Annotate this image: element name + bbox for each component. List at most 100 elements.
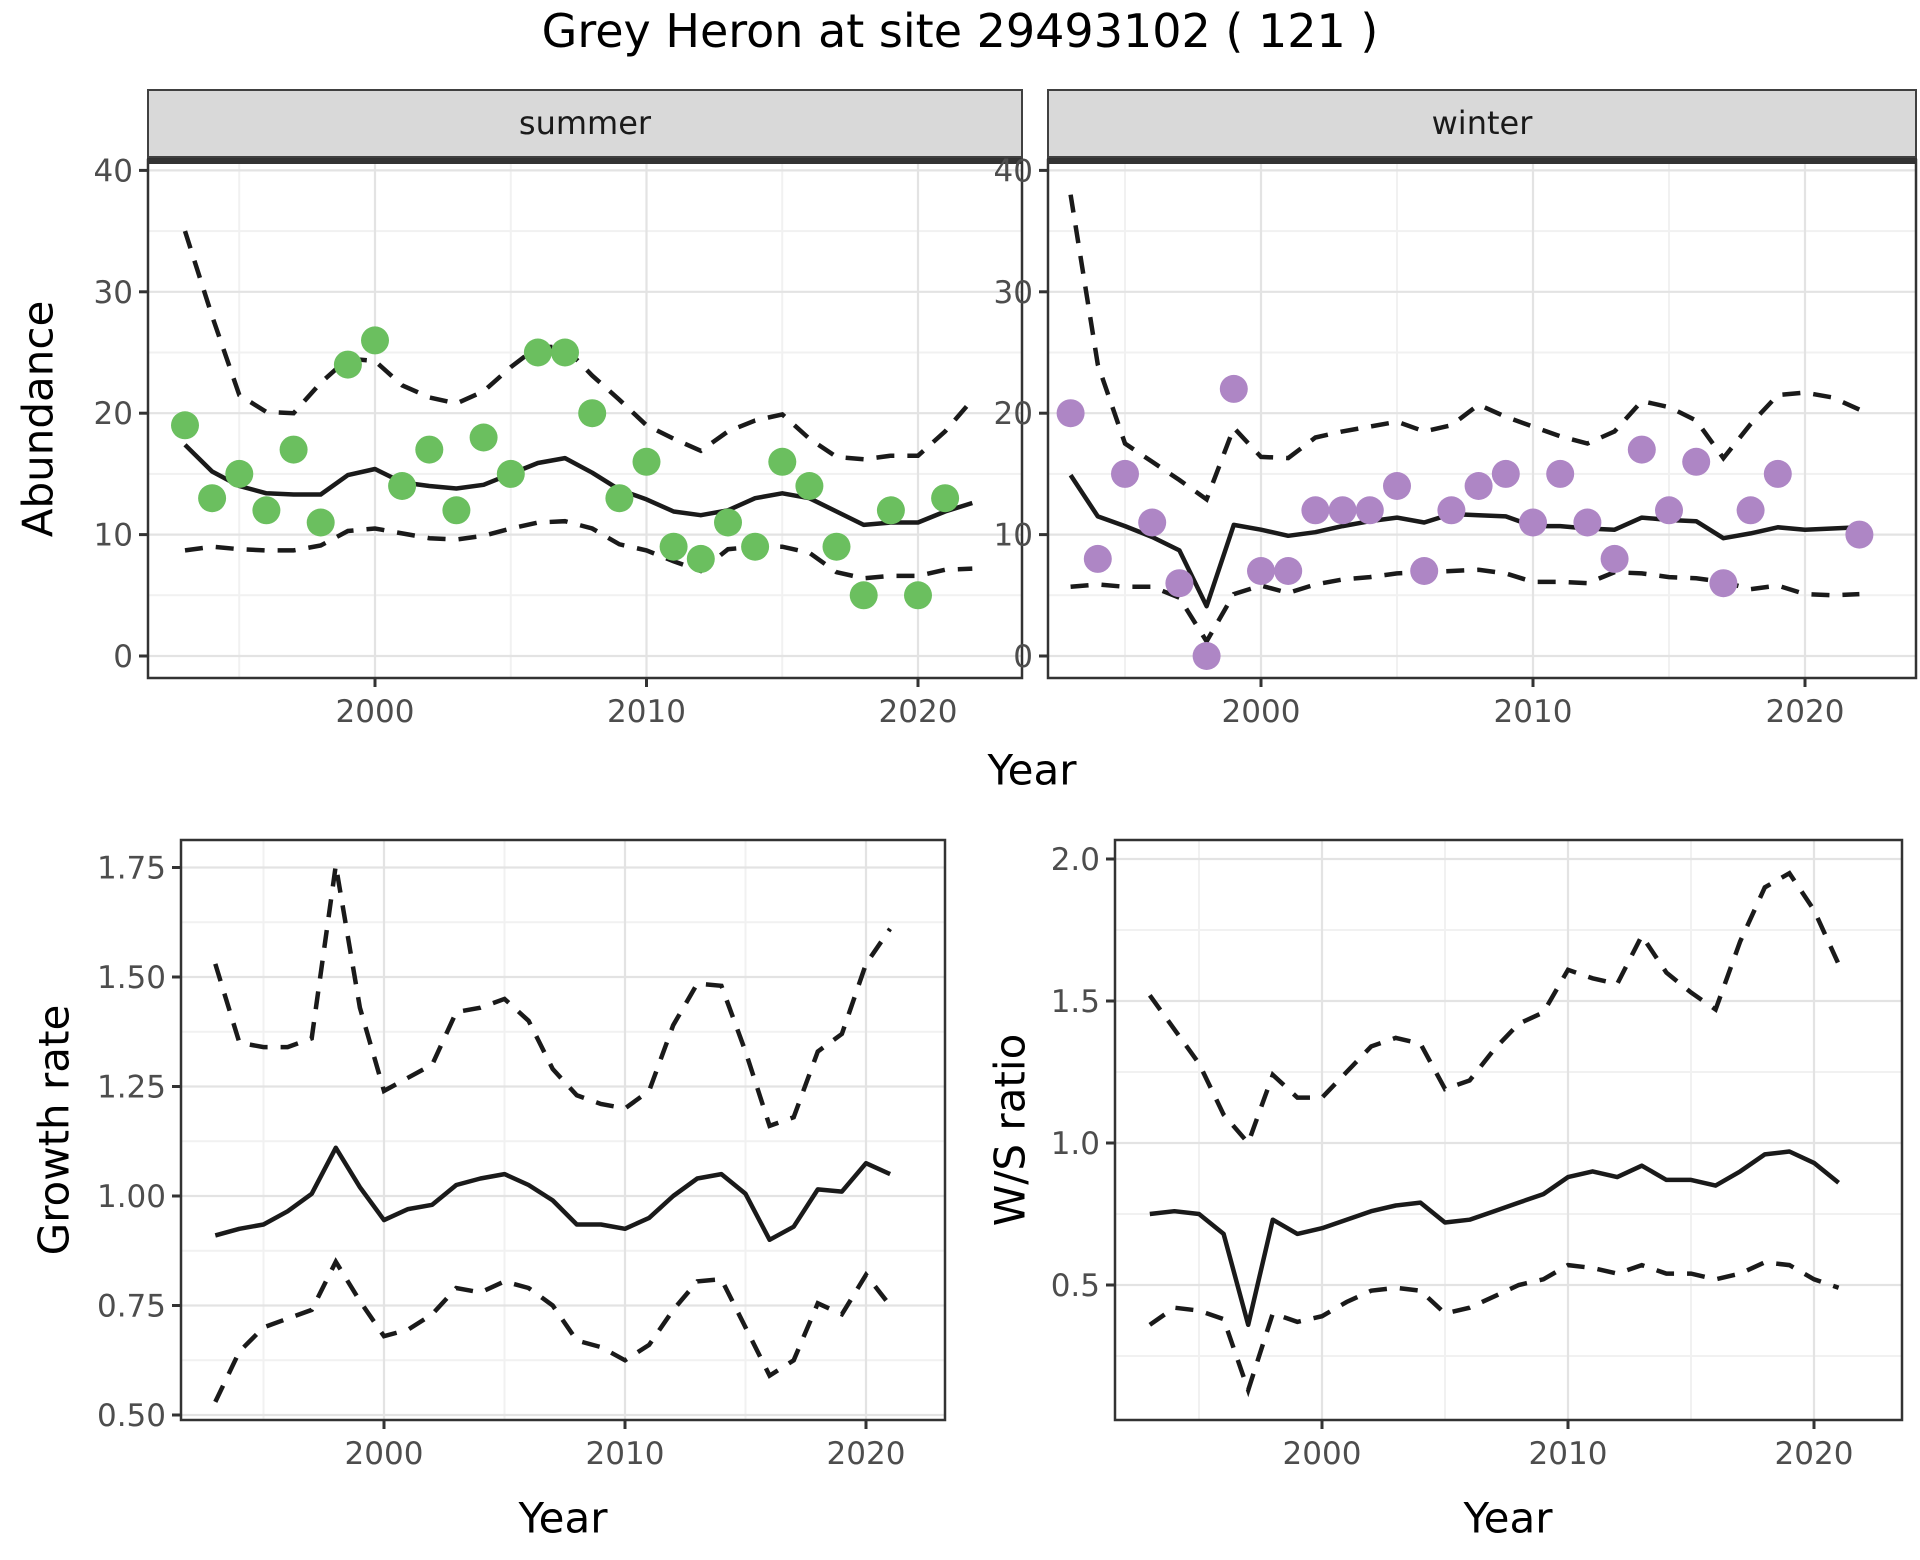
axis-title-abundance: Abundance <box>13 300 63 538</box>
data-point <box>931 484 960 513</box>
y-tick-label: 1.5 <box>1051 984 1100 1020</box>
data-point <box>686 544 715 573</box>
data-point <box>523 338 552 367</box>
y-tick-label: 10 <box>94 518 133 554</box>
y-tick-label: 10 <box>994 518 1033 554</box>
fit-line <box>1068 473 1860 609</box>
axis-ticks: 2000 2010 2020 0.50 0.75 1.00 1.25 1.50 1.75 <box>97 851 905 1473</box>
data-point <box>1410 557 1439 585</box>
data-point <box>1274 557 1303 585</box>
data-point <box>1165 569 1194 598</box>
y-tick-label: 1.75 <box>97 851 166 887</box>
data-point <box>795 472 824 500</box>
data-point <box>1111 459 1139 488</box>
axis-ticks: 2000 2010 2020 0.5 1.0 1.5 2.0 <box>1051 842 1854 1472</box>
data-point <box>1083 544 1112 573</box>
panel-border <box>1046 158 1918 680</box>
data-point <box>822 532 851 561</box>
observation-points <box>1056 374 1874 670</box>
axis-title-year-top: Year <box>987 745 1077 795</box>
x-tick-label: 2010 <box>607 694 686 730</box>
data-point <box>1845 520 1874 549</box>
lower-ci-line <box>213 1257 892 1403</box>
x-tick-label: 2020 <box>827 1436 906 1472</box>
data-point <box>361 326 389 355</box>
facet-strip <box>1047 89 1917 158</box>
data-point <box>768 447 797 476</box>
y-tick-label: 0.5 <box>1051 1268 1100 1304</box>
data-point <box>605 484 634 513</box>
data-point <box>198 484 227 513</box>
data-point <box>1464 472 1493 500</box>
y-tick-label: 30 <box>94 275 133 311</box>
data-point <box>1056 399 1085 428</box>
data-point <box>1573 508 1602 537</box>
axis-ticks: 2000 2010 2020 0 10 20 30 40 <box>94 153 958 730</box>
y-tick-label: 0 <box>113 639 133 675</box>
x-tick-label: 2020 <box>879 694 958 730</box>
data-point <box>1219 374 1248 403</box>
data-point <box>1546 459 1575 488</box>
data-point <box>1383 472 1411 500</box>
observation-points <box>171 326 960 610</box>
panel-growth-rate: 2000 2010 2020 0.50 0.75 1.00 1.25 1.50 1.75 <box>97 838 947 1473</box>
x-tick-label: 2010 <box>586 1436 665 1472</box>
series-group <box>213 864 892 1403</box>
data-point <box>632 447 661 476</box>
panel-abundance-winter: 2000 2010 2020 0 10 20 30 40 <box>994 89 1918 730</box>
y-tick-label: 1.00 <box>97 1179 166 1215</box>
x-tick-label: 2020 <box>1775 1436 1854 1472</box>
facet-strip <box>147 89 1023 158</box>
data-point <box>442 496 471 525</box>
data-point <box>1682 447 1711 476</box>
data-point <box>1519 508 1547 537</box>
facet-label-summer: summer <box>518 104 652 142</box>
gridlines <box>181 840 945 1420</box>
lower-ci-line <box>1148 1259 1840 1398</box>
data-point <box>469 423 498 452</box>
x-tick-label: 2020 <box>1766 694 1845 730</box>
fit-line <box>1149 1149 1841 1328</box>
data-point <box>1328 496 1357 525</box>
y-tick-label: 40 <box>994 153 1033 189</box>
upper-ci-line <box>182 230 975 462</box>
y-tick-label: 0 <box>1013 639 1033 675</box>
data-point <box>279 435 308 464</box>
series-group <box>171 230 975 610</box>
data-point <box>876 496 905 525</box>
data-point <box>849 581 878 610</box>
x-tick-label: 2000 <box>1283 1436 1362 1472</box>
lower-ci-line <box>184 518 973 581</box>
x-tick-label: 2000 <box>345 1436 424 1472</box>
y-tick-label: 1.50 <box>97 960 166 996</box>
data-point <box>1355 496 1384 525</box>
y-tick-label: 0.75 <box>97 1289 166 1325</box>
y-tick-label: 0.50 <box>97 1398 166 1434</box>
axis-ticks: 2000 2010 2020 0 10 20 30 40 <box>994 153 1845 730</box>
data-point <box>1600 544 1629 573</box>
data-point <box>1627 435 1656 464</box>
upper-ci-line <box>1147 870 1841 1148</box>
y-tick-label: 20 <box>94 396 133 432</box>
page-title: Grey Heron at site 29493102 ( 121 ) <box>541 4 1379 58</box>
y-tick-label: 40 <box>94 153 133 189</box>
data-point <box>1138 508 1167 537</box>
axis-title-year-ws: Year <box>1463 1493 1553 1543</box>
axis-title-year-growth: Year <box>518 1493 608 1543</box>
data-point <box>1736 496 1765 525</box>
panel-border <box>179 838 947 1422</box>
facet-label-winter: winter <box>1431 104 1533 142</box>
gridlines <box>1048 160 1916 678</box>
data-point <box>1491 459 1520 488</box>
data-point <box>1763 459 1792 488</box>
data-point <box>1192 642 1221 670</box>
data-point <box>415 435 444 464</box>
data-point <box>551 338 579 367</box>
panel-abundance-summer: 2000 2010 2020 0 10 20 30 40 <box>94 89 1024 730</box>
y-tick-label: 2.0 <box>1051 842 1100 878</box>
data-point <box>306 508 335 537</box>
data-point <box>252 496 281 525</box>
data-point <box>388 472 417 500</box>
